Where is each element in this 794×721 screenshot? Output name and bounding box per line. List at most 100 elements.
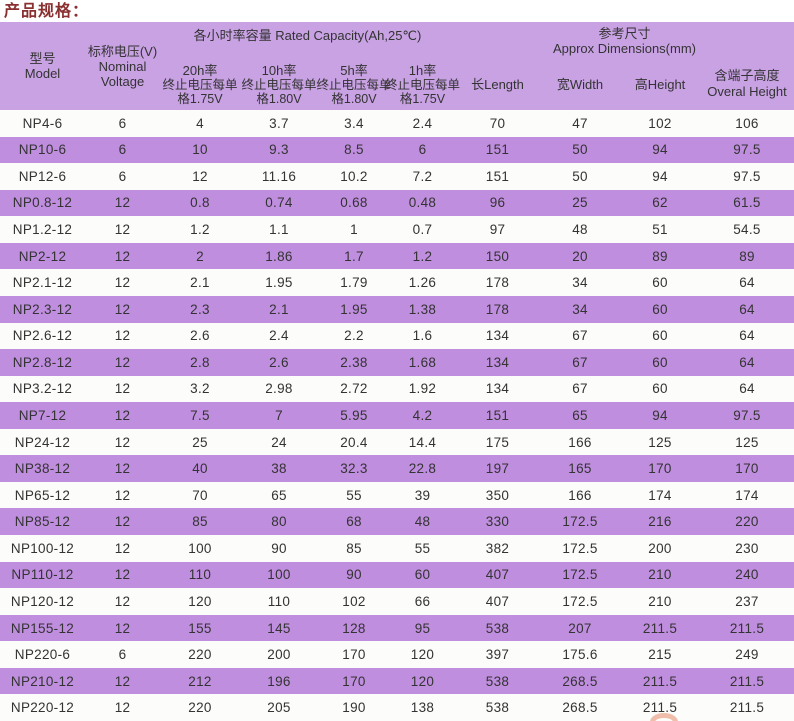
model-cell: NP65-12 [14, 487, 71, 503]
value-cell: 174 [735, 487, 759, 503]
value-cell: 6 [418, 142, 427, 158]
value-cell: 207 [568, 620, 592, 636]
value-cell: 166 [568, 434, 592, 450]
col-group-dimensions-zh: 参考尺寸 [598, 26, 651, 41]
col-header-10h-line2: 终止电压每单 [241, 77, 317, 92]
model-cell: NP2.6-12 [12, 328, 73, 344]
table-body: NP4-6 6 4 3.7 3.4 2.4 70 47 102 106 NP10-6 6 10 9.3 8.… [0, 110, 794, 721]
value-cell: 54.5 [733, 222, 761, 238]
value-cell: 120 [188, 593, 212, 609]
table-row: NP155-12 12 155 145 128 95 538 207 211.5 211.5 [0, 614, 794, 642]
table-row: NP24-12 12 25 24 20.4 14.4 175 166 125 125 [0, 428, 794, 456]
value-cell: 12 [114, 407, 131, 423]
model-cell: NP0.8-12 [12, 195, 73, 211]
value-cell: 1.92 [408, 381, 437, 397]
value-cell: 172.5 [562, 514, 598, 530]
value-cell: 2.6 [269, 354, 289, 370]
col-header-5h-line2: 终止电压每单 [316, 77, 392, 92]
value-cell: 6 [118, 115, 127, 131]
col-header-1h-rate: 1h率 终止电压每单 格1.75V [385, 58, 460, 110]
value-cell: 48 [572, 222, 588, 238]
value-cell: 67 [572, 381, 588, 397]
table-row: NP110-12 12 110 100 90 60 407 172.5 210 240 [0, 561, 794, 589]
value-cell: 50 [572, 168, 588, 184]
value-cell: 178 [485, 301, 510, 317]
col-header-nominal-voltage: 标称电压(V) Nominal Voltage [85, 22, 160, 110]
value-cell: 12 [114, 700, 131, 716]
value-cell: 397 [485, 647, 510, 663]
value-cell: 330 [485, 514, 510, 530]
value-cell: 240 [735, 567, 759, 583]
value-cell: 94 [652, 407, 668, 423]
value-cell: 95 [414, 620, 431, 636]
col-group-rated-capacity-label: 各小时率容量 Rated Capacity(Ah,25℃) [193, 28, 422, 43]
model-cell: NP2-12 [18, 248, 67, 264]
value-cell: 12 [114, 381, 131, 397]
model-cell: NP120-12 [10, 593, 75, 609]
value-cell: 100 [188, 540, 212, 556]
table-row: NP2.8-12 12 2.8 2.6 2.38 1.68 134 67 60 64 [0, 349, 794, 376]
value-cell: 80 [271, 514, 287, 530]
value-cell: 2.4 [269, 328, 289, 344]
model-cell: NP210-12 [10, 673, 75, 689]
col-header-5h-rate: 5h率 终止电压每单 格1.80V [316, 58, 392, 110]
model-cell: NP220-12 [10, 700, 75, 716]
value-cell: 22.8 [408, 461, 437, 477]
value-cell: 170 [648, 461, 672, 477]
table-row: NP100-12 12 100 90 85 55 382 172.5 200 230 [0, 535, 794, 562]
value-cell: 60 [652, 328, 668, 344]
model-cell: NP24-12 [14, 434, 71, 450]
value-cell: 60 [652, 354, 668, 370]
value-cell: 89 [652, 248, 668, 264]
value-cell: 20 [572, 248, 588, 264]
value-cell: 34 [572, 275, 588, 291]
value-cell: 151 [485, 168, 510, 184]
value-cell: 2.6 [190, 328, 210, 344]
value-cell: 12 [114, 354, 131, 370]
spec-table: 型号 Model 标称电压(V) Nominal Voltage 各小时率容量 … [0, 22, 794, 721]
value-cell: 2.1 [269, 301, 289, 317]
value-cell: 90 [271, 540, 287, 556]
col-header-1h-line2: 终止电压每单 [385, 77, 461, 92]
value-cell: 178 [485, 275, 510, 291]
table-row: NP2.6-12 12 2.6 2.4 2.2 1.6 134 67 60 64 [0, 322, 794, 350]
table-row: NP210-12 12 212 196 170 120 538 268.5 211.5 211.5 [0, 667, 794, 695]
value-cell: 538 [485, 620, 510, 636]
value-cell: 65 [572, 407, 588, 423]
table-row: NP1.2-12 12 1.2 1.1 1 0.7 97 48 51 54.5 [0, 216, 794, 243]
col-header-height: 高Height [620, 58, 700, 110]
col-header-overall-height-zh: 含端子高度 [714, 68, 780, 83]
value-cell: 85 [346, 540, 362, 556]
value-cell: 65 [271, 487, 287, 503]
value-cell: 1.7 [344, 248, 364, 264]
value-cell: 211.5 [729, 700, 765, 716]
value-cell: 1.26 [408, 275, 437, 291]
col-header-voltage-en1: Nominal [98, 58, 147, 74]
value-cell: 96 [489, 195, 506, 211]
col-header-1h-line1: 1h率 [408, 62, 437, 78]
value-cell: 3.2 [190, 381, 210, 397]
value-cell: 1.6 [412, 328, 433, 344]
col-header-1h-line3: 格1.75V [399, 91, 446, 106]
value-cell: 138 [410, 700, 435, 716]
col-header-model-zh: 型号 [29, 51, 56, 66]
col-header-20h-line3: 格1.75V [177, 91, 223, 106]
value-cell: 64 [739, 328, 755, 344]
value-cell: 150 [485, 248, 510, 264]
value-cell: 6 [118, 142, 127, 158]
value-cell: 106 [735, 115, 759, 131]
value-cell: 211.5 [729, 673, 765, 689]
value-cell: 215 [648, 647, 672, 663]
col-header-length: 长Length [455, 58, 540, 110]
value-cell: 12 [114, 461, 131, 477]
value-cell: 2.38 [340, 354, 368, 370]
value-cell: 12 [114, 514, 131, 530]
value-cell: 211.5 [729, 620, 765, 636]
model-cell: NP3.2-12 [12, 381, 73, 397]
value-cell: 0.74 [265, 195, 293, 211]
model-cell: NP2.8-12 [12, 354, 73, 370]
value-cell: 0.8 [190, 195, 210, 211]
value-cell: 51 [652, 222, 668, 238]
value-cell: 2 [196, 248, 204, 264]
